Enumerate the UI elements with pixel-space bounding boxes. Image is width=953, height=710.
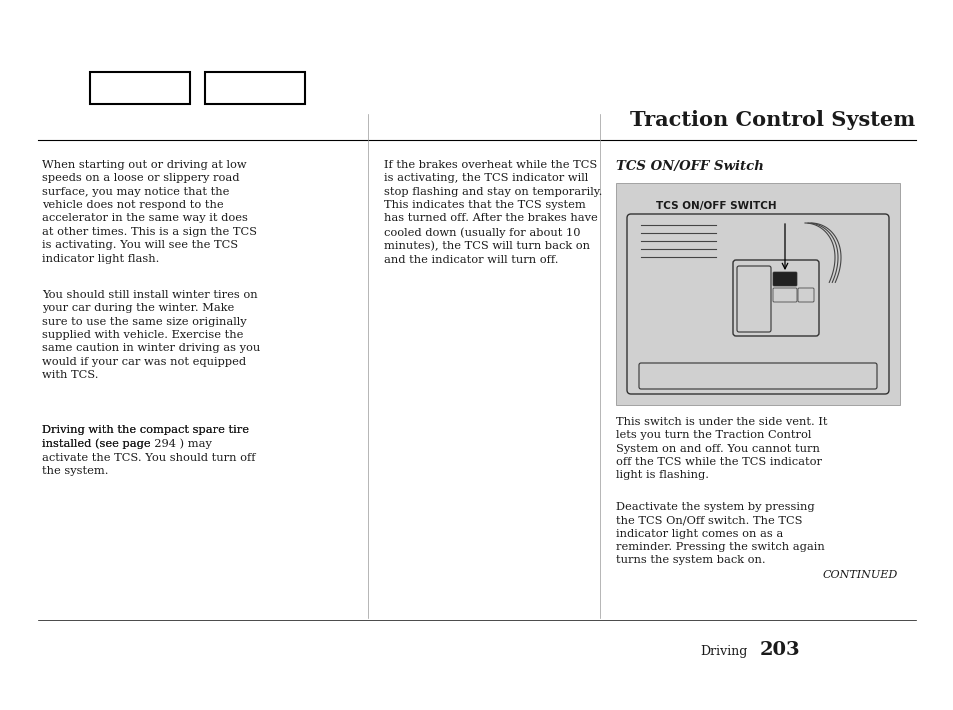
FancyBboxPatch shape bbox=[772, 272, 796, 286]
Text: You should still install winter tires on
your car during the winter. Make
sure t: You should still install winter tires on… bbox=[42, 290, 260, 380]
Text: Driving with the compact spare tire
installed (see page 294 ) may
activate the T: Driving with the compact spare tire inst… bbox=[42, 425, 255, 476]
Text: If the brakes overheat while the TCS
is activating, the TCS indicator will
stop : If the brakes overheat while the TCS is … bbox=[384, 160, 601, 265]
Bar bbox=[90, 72, 190, 104]
Text: This switch is under the side vent. It
lets you turn the Traction Control
System: This switch is under the side vent. It l… bbox=[616, 417, 826, 481]
Text: CONTINUED: CONTINUED bbox=[821, 570, 897, 580]
Text: Deactivate the system by pressing
the TCS On/Off switch. The TCS
indicator light: Deactivate the system by pressing the TC… bbox=[616, 502, 824, 565]
Text: Driving with the compact spare tire
installed (see page: Driving with the compact spare tire inst… bbox=[42, 425, 249, 449]
Text: Traction Control System: Traction Control System bbox=[629, 110, 914, 130]
Bar bbox=[616, 183, 899, 405]
Text: 203: 203 bbox=[760, 641, 800, 659]
Text: TCS ON/OFF SWITCH: TCS ON/OFF SWITCH bbox=[656, 201, 776, 211]
Text: When starting out or driving at low
speeds on a loose or slippery road
surface, : When starting out or driving at low spee… bbox=[42, 160, 256, 263]
Bar bbox=[205, 72, 305, 104]
Text: TCS ON/OFF Switch: TCS ON/OFF Switch bbox=[616, 160, 763, 173]
Text: Driving: Driving bbox=[700, 645, 746, 658]
